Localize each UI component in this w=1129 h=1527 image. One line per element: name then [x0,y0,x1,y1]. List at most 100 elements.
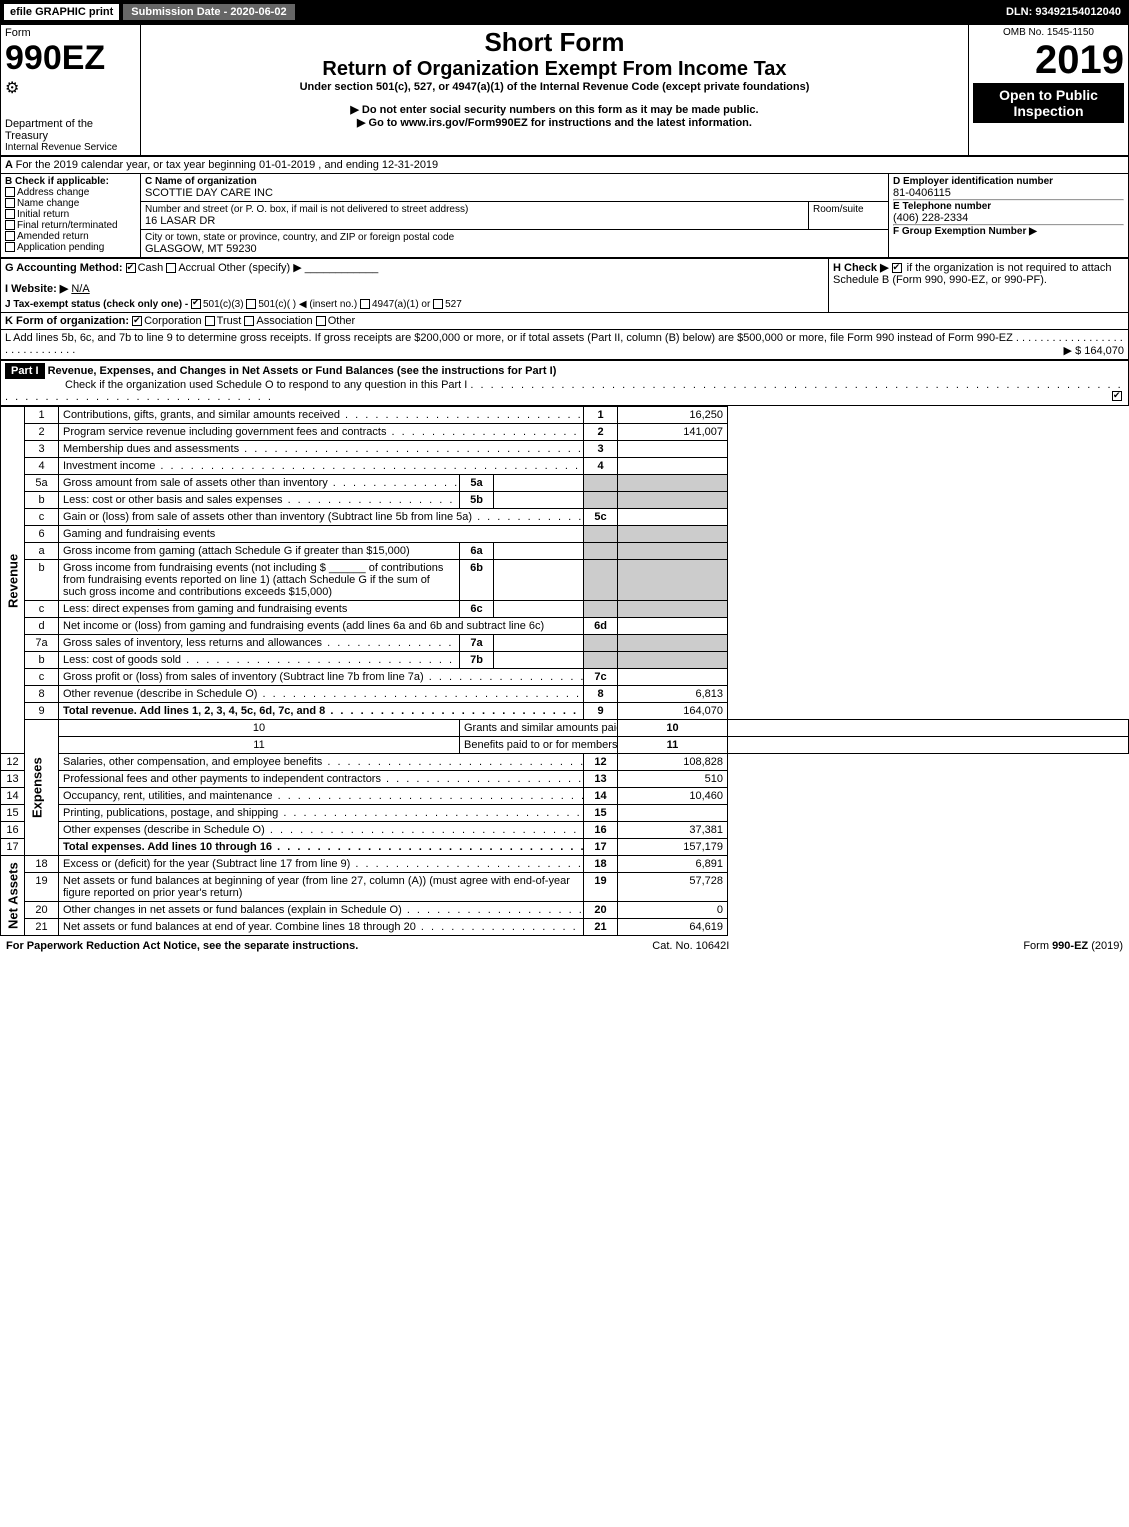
ln-6b-sub: 6b [460,560,494,601]
ln-18-num: 18 [25,856,59,873]
ln-11-rn: 11 [618,737,728,754]
chk-527[interactable] [433,299,443,309]
ln-6a-subval [494,543,584,560]
efile-label[interactable]: efile GRAPHIC print [4,4,119,20]
ln-2-num: 2 [25,424,59,441]
ln-7b-desc: Less: cost of goods sold [59,652,460,669]
dln-label: DLN: 93492154012040 [1006,6,1129,18]
ln-6c-val-shaded [618,601,728,618]
ghij-table: G Accounting Method: Cash Accrual Other … [0,258,1129,360]
ln-14-num: 14 [1,788,25,805]
ln-1-val: 16,250 [618,407,728,424]
ln-7b-sub: 7b [460,652,494,669]
ln-6a-val-shaded [618,543,728,560]
treasury-icon: ⚙ [5,78,136,98]
ln-2-rn: 2 [584,424,618,441]
chk-address-change[interactable] [5,187,15,197]
line-J: J Tax-exempt status (check only one) - 5… [5,299,824,310]
form-number: 990EZ [5,39,136,78]
ln-2-desc: Program service revenue including govern… [59,424,584,441]
chk-amended[interactable] [5,231,15,241]
chk-schedule-o[interactable] [1112,391,1122,401]
form-word: Form [5,27,136,39]
chk-pending[interactable] [5,242,15,252]
ln-15-desc: Printing, publications, postage, and shi… [59,805,584,822]
section-revenue: Revenue [1,407,25,754]
ln-7a-rn-shaded [584,635,618,652]
line-G: G Accounting Method: Cash Accrual Other … [5,261,824,274]
ln-6a-sub: 6a [460,543,494,560]
chk-trust[interactable] [205,316,215,326]
ln-6b-desc: Gross income from fundraising events (no… [59,560,460,601]
line-A: A For the 2019 calendar year, or tax yea… [1,157,1129,174]
title-short-form: Short Form [145,27,964,58]
ln-5c-rn: 5c [584,509,618,526]
ln-21-val: 64,619 [618,919,728,936]
part1-check-text: Check if the organization used Schedule … [65,379,467,391]
ln-5a-sub: 5a [460,475,494,492]
part1-label: Part I [5,363,45,379]
ln-10-rn: 10 [618,720,728,737]
ln-18-rn: 18 [584,856,618,873]
chk-corp[interactable] [132,316,142,326]
ln-14-val: 10,460 [618,788,728,805]
ln-4-desc: Investment income [59,458,584,475]
chk-cash[interactable] [126,263,136,273]
ln-6d-rn: 6d [584,618,618,635]
goto-link[interactable]: ▶ Go to www.irs.gov/Form990EZ for instru… [145,116,964,129]
ln-8-val: 6,813 [618,686,728,703]
ln-5c-desc: Gain or (loss) from sale of assets other… [59,509,584,526]
ln-15-num: 15 [1,805,25,822]
ln-6b-val-shaded [618,560,728,601]
chk-4947[interactable] [360,299,370,309]
ln-6a-desc: Gross income from gaming (attach Schedul… [59,543,460,560]
ln-7b-rn-shaded [584,652,618,669]
ln-6d-num: d [25,618,59,635]
cat-no: Cat. No. 10642I [652,940,729,952]
ln-1-desc: Contributions, gifts, grants, and simila… [59,407,584,424]
line-I: I Website: ▶ N/A [5,282,824,295]
ln-13-desc: Professional fees and other payments to … [59,771,584,788]
ln-3-val [618,441,728,458]
ln-5b-desc: Less: cost or other basis and sales expe… [59,492,460,509]
chk-schedule-b[interactable] [892,263,902,273]
ln-20-num: 20 [25,902,59,919]
ln-5a-desc: Gross amount from sale of assets other t… [59,475,460,492]
chk-other-org[interactable] [316,316,326,326]
ln-7c-num: c [25,669,59,686]
chk-501c3[interactable] [191,299,201,309]
chk-assoc[interactable] [244,316,254,326]
ln-16-val: 37,381 [618,822,728,839]
line-L: L Add lines 5b, 6c, and 7b to line 9 to … [1,330,1129,360]
submission-date: Submission Date - 2020-06-02 [123,4,294,20]
omb-number: OMB No. 1545-1150 [973,27,1124,38]
street-value: 16 LASAR DR [145,215,804,227]
ln-4-rn: 4 [584,458,618,475]
ln-7a-sub: 7a [460,635,494,652]
ln-6c-desc: Less: direct expenses from gaming and fu… [59,601,460,618]
chk-final-return[interactable] [5,220,15,230]
chk-accrual[interactable] [166,263,176,273]
ln-11-num: 11 [59,737,460,754]
ln-15-rn: 15 [584,805,618,822]
part1-header: Part I Revenue, Expenses, and Changes in… [0,360,1129,406]
ln-19-rn: 19 [584,873,618,902]
ln-5b-val-shaded [618,492,728,509]
phone-value: (406) 228-2334 [893,212,1124,224]
chk-501c[interactable] [246,299,256,309]
chk-initial-return[interactable] [5,209,15,219]
irs-label: Internal Revenue Service [5,142,136,153]
ln-6-rn-shaded [584,526,618,543]
ln-7b-num: b [25,652,59,669]
d-label: D Employer identification number [893,176,1124,187]
line-K: K Form of organization: Corporation Trus… [1,313,1129,330]
ein-value: 81-0406115 [893,187,1124,199]
ln-9-rn: 9 [584,703,618,720]
ln-6d-desc: Net income or (loss) from gaming and fun… [59,618,584,635]
ln-7c-desc: Gross profit or (loss) from sales of inv… [59,669,584,686]
ln-4-num: 4 [25,458,59,475]
ln-17-val: 157,179 [618,839,728,856]
chk-name-change[interactable] [5,198,15,208]
ln-6d-val [618,618,728,635]
ln-5a-num: 5a [25,475,59,492]
